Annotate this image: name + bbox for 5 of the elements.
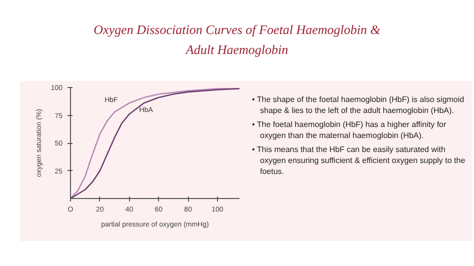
text: • The foetal haemoglobin (HbF) has a higher affinity for oxygen than the maternal haemoglobin (HbA). xyxy=(252,119,448,141)
chart-title: Oxygen Dissociation Curves of Foetal Haemoglobin & Adult Haemoglobin xyxy=(92,21,382,59)
text: • The shape of the foetal haemoglobin (HbF) is also sigmoid shape & lies to the left of the adult haemoglobin (HbA). xyxy=(252,94,466,116)
text: • This means that the HbF can be easily saturated with oxygen ensuring sufficient & efficient oxygen supply to the foetus. xyxy=(252,144,466,177)
line-series xyxy=(70,88,240,198)
